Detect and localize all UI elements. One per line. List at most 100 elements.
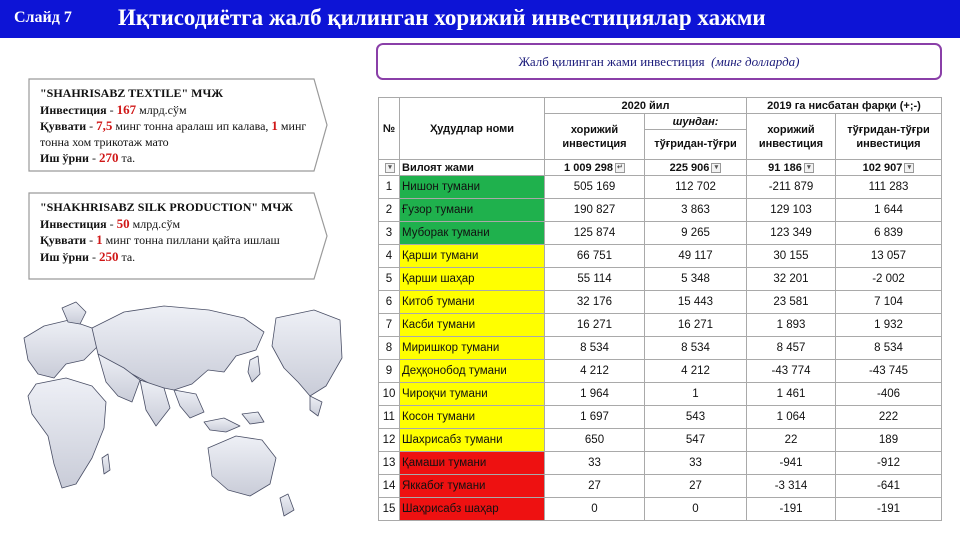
direct-investment: 9 265 — [644, 221, 747, 245]
direct-investment: 5 348 — [644, 267, 747, 291]
foreign-investment: 1 697 — [544, 405, 645, 429]
diff-foreign-investment: -941 — [746, 451, 836, 475]
diff-direct-investment: 222 — [835, 405, 942, 429]
direct-investment: 16 271 — [644, 313, 747, 337]
row-number: 8 — [378, 336, 400, 360]
diff-direct-investment: 8 534 — [835, 336, 942, 360]
filter-dropdown-icon[interactable]: ▾ — [904, 162, 915, 173]
table-row: 15 Шаҳрисабз шаҳар 0 0 -191 -191 — [378, 497, 942, 521]
region-name: Китоб тумани — [399, 290, 545, 314]
row-number: 7 — [378, 313, 400, 337]
diff-direct-investment: -2 002 — [835, 267, 942, 291]
row-number: 15 — [378, 497, 400, 521]
table-row: 9 Деҳқонобод тумани 4 212 4 212 -43 774 -43 7… — [378, 359, 942, 383]
capacity-line: Қуввати - 1 минг тонна пиллани қайта ишл… — [40, 232, 280, 247]
diff-foreign-investment: 30 155 — [746, 244, 836, 268]
direct-investment: 4 212 — [644, 359, 747, 383]
direct-investment: 1 — [644, 382, 747, 406]
region-name: Ғузор тумани — [399, 198, 545, 222]
diff-foreign-investment: 129 103 — [746, 198, 836, 222]
col-diff-direct-header: тўғридан-тўғри инвестиция — [835, 113, 942, 160]
diff-foreign-investment: 1 893 — [746, 313, 836, 337]
diff-foreign-investment: -211 879 — [746, 175, 836, 199]
total-label: Вилоят жами — [399, 159, 545, 176]
foreign-investment: 505 169 — [544, 175, 645, 199]
world-map-icon — [23, 301, 343, 517]
region-name: Қамаши тумани — [399, 451, 545, 475]
foreign-investment: 0 — [544, 497, 645, 521]
slide-header: Слайд 7 Иқтисодиётга жалб қилинган хориж… — [0, 0, 960, 38]
row-number: 11 — [378, 405, 400, 429]
diff-direct-investment: -912 — [835, 451, 942, 475]
table-row: 8 Миришкор тумани 8 534 8 534 8 457 8 534 — [378, 336, 942, 360]
direct-investment: 15 443 — [644, 290, 747, 314]
diff-foreign-investment: 1 461 — [746, 382, 836, 406]
row-number: 14 — [378, 474, 400, 498]
diff-foreign-investment: 32 201 — [746, 267, 836, 291]
col-diff-foreign-header: хорижий инвестиция — [746, 113, 836, 160]
diff-direct-investment: 7 104 — [835, 290, 942, 314]
table-row: 11 Косон тумани 1 697 543 1 064 222 — [378, 405, 942, 429]
region-name: Деҳқонобод тумани — [399, 359, 545, 383]
col-direct-header: тўғридан-тўғри — [644, 129, 747, 160]
diff-foreign-investment: 22 — [746, 428, 836, 452]
diff-foreign-investment: -191 — [746, 497, 836, 521]
diff-direct-investment: 189 — [835, 428, 942, 452]
diff-direct-investment: 1 932 — [835, 313, 942, 337]
foreign-investment: 55 114 — [544, 267, 645, 291]
total-row: ▾ Вилоят жами 1 009 298 ↵ 225 906 ▾ 91 186… — [378, 159, 942, 176]
company-callout-silk: "SHAKHRISABZ SILK PRODUCTION" МЧЖ Инвест… — [28, 192, 328, 280]
region-name: Миришкор тумани — [399, 336, 545, 360]
diff-foreign-investment: 8 457 — [746, 336, 836, 360]
row-number: 4 — [378, 244, 400, 268]
diff-direct-investment: -191 — [835, 497, 942, 521]
filter-dropdown-icon[interactable]: ▾ — [385, 162, 395, 173]
foreign-investment: 16 271 — [544, 313, 645, 337]
total-diff-foreign: 91 186 ▾ — [746, 159, 836, 176]
foreign-investment: 650 — [544, 428, 645, 452]
filter-dropdown-icon[interactable]: ▾ — [803, 162, 814, 173]
direct-investment: 27 — [644, 474, 747, 498]
foreign-investment: 190 827 — [544, 198, 645, 222]
diff-foreign-investment: -43 774 — [746, 359, 836, 383]
direct-investment: 49 117 — [644, 244, 747, 268]
filter-dropdown-icon[interactable]: ↵ — [614, 162, 625, 173]
diff-foreign-investment: 123 349 — [746, 221, 836, 245]
foreign-investment: 1 964 — [544, 382, 645, 406]
row-number: 10 — [378, 382, 400, 406]
group-2020-header: 2020 йил — [544, 97, 747, 114]
filter-dropdown-icon[interactable]: ▾ — [711, 162, 722, 173]
col-of-which-header: шундан: — [644, 113, 747, 130]
callout-body: "SHAHRISABZ TEXTILE" МЧЖ Инвестиция - 16… — [40, 86, 310, 167]
foreign-investment: 66 751 — [544, 244, 645, 268]
foreign-investment: 8 534 — [544, 336, 645, 360]
investment-line: Инвестиция - 50 млрд.сўм — [40, 215, 181, 231]
direct-investment: 112 702 — [644, 175, 747, 199]
diff-foreign-investment: 1 064 — [746, 405, 836, 429]
table-row: 4 Қарши тумани 66 751 49 117 30 155 13 057 — [378, 244, 942, 268]
diff-direct-investment: -43 745 — [835, 359, 942, 383]
row-number: 13 — [378, 451, 400, 475]
row-number: 9 — [378, 359, 400, 383]
col-no-header: № — [378, 97, 400, 160]
diff-direct-investment: 13 057 — [835, 244, 942, 268]
direct-investment: 547 — [644, 428, 747, 452]
foreign-investment: 125 874 — [544, 221, 645, 245]
table-row: 2 Ғузор тумани 190 827 3 863 129 103 1 644 — [378, 198, 942, 222]
region-name: Муборак тумани — [399, 221, 545, 245]
region-name: Чироқчи тумани — [399, 382, 545, 406]
diff-direct-investment: 6 839 — [835, 221, 942, 245]
table-row: 5 Қарши шаҳар 55 114 5 348 32 201 -2 002 — [378, 267, 942, 291]
diff-direct-investment: 1 644 — [835, 198, 942, 222]
row-number: 5 — [378, 267, 400, 291]
investment-line: Инвестиция - 167 млрд.сўм — [40, 101, 187, 117]
region-name: Косон тумани — [399, 405, 545, 429]
company-callout-textile: "SHAHRISABZ TEXTILE" МЧЖ Инвестиция - 16… — [28, 78, 328, 172]
region-name: Шахрисабз тумани — [399, 428, 545, 452]
subtitle-unit: (минг долларда) — [711, 54, 800, 69]
region-name: Касби тумани — [399, 313, 545, 337]
direct-investment: 8 534 — [644, 336, 747, 360]
foreign-investment: 32 176 — [544, 290, 645, 314]
direct-investment: 3 863 — [644, 198, 747, 222]
table-row: 12 Шахрисабз тумани 650 547 22 189 — [378, 428, 942, 452]
